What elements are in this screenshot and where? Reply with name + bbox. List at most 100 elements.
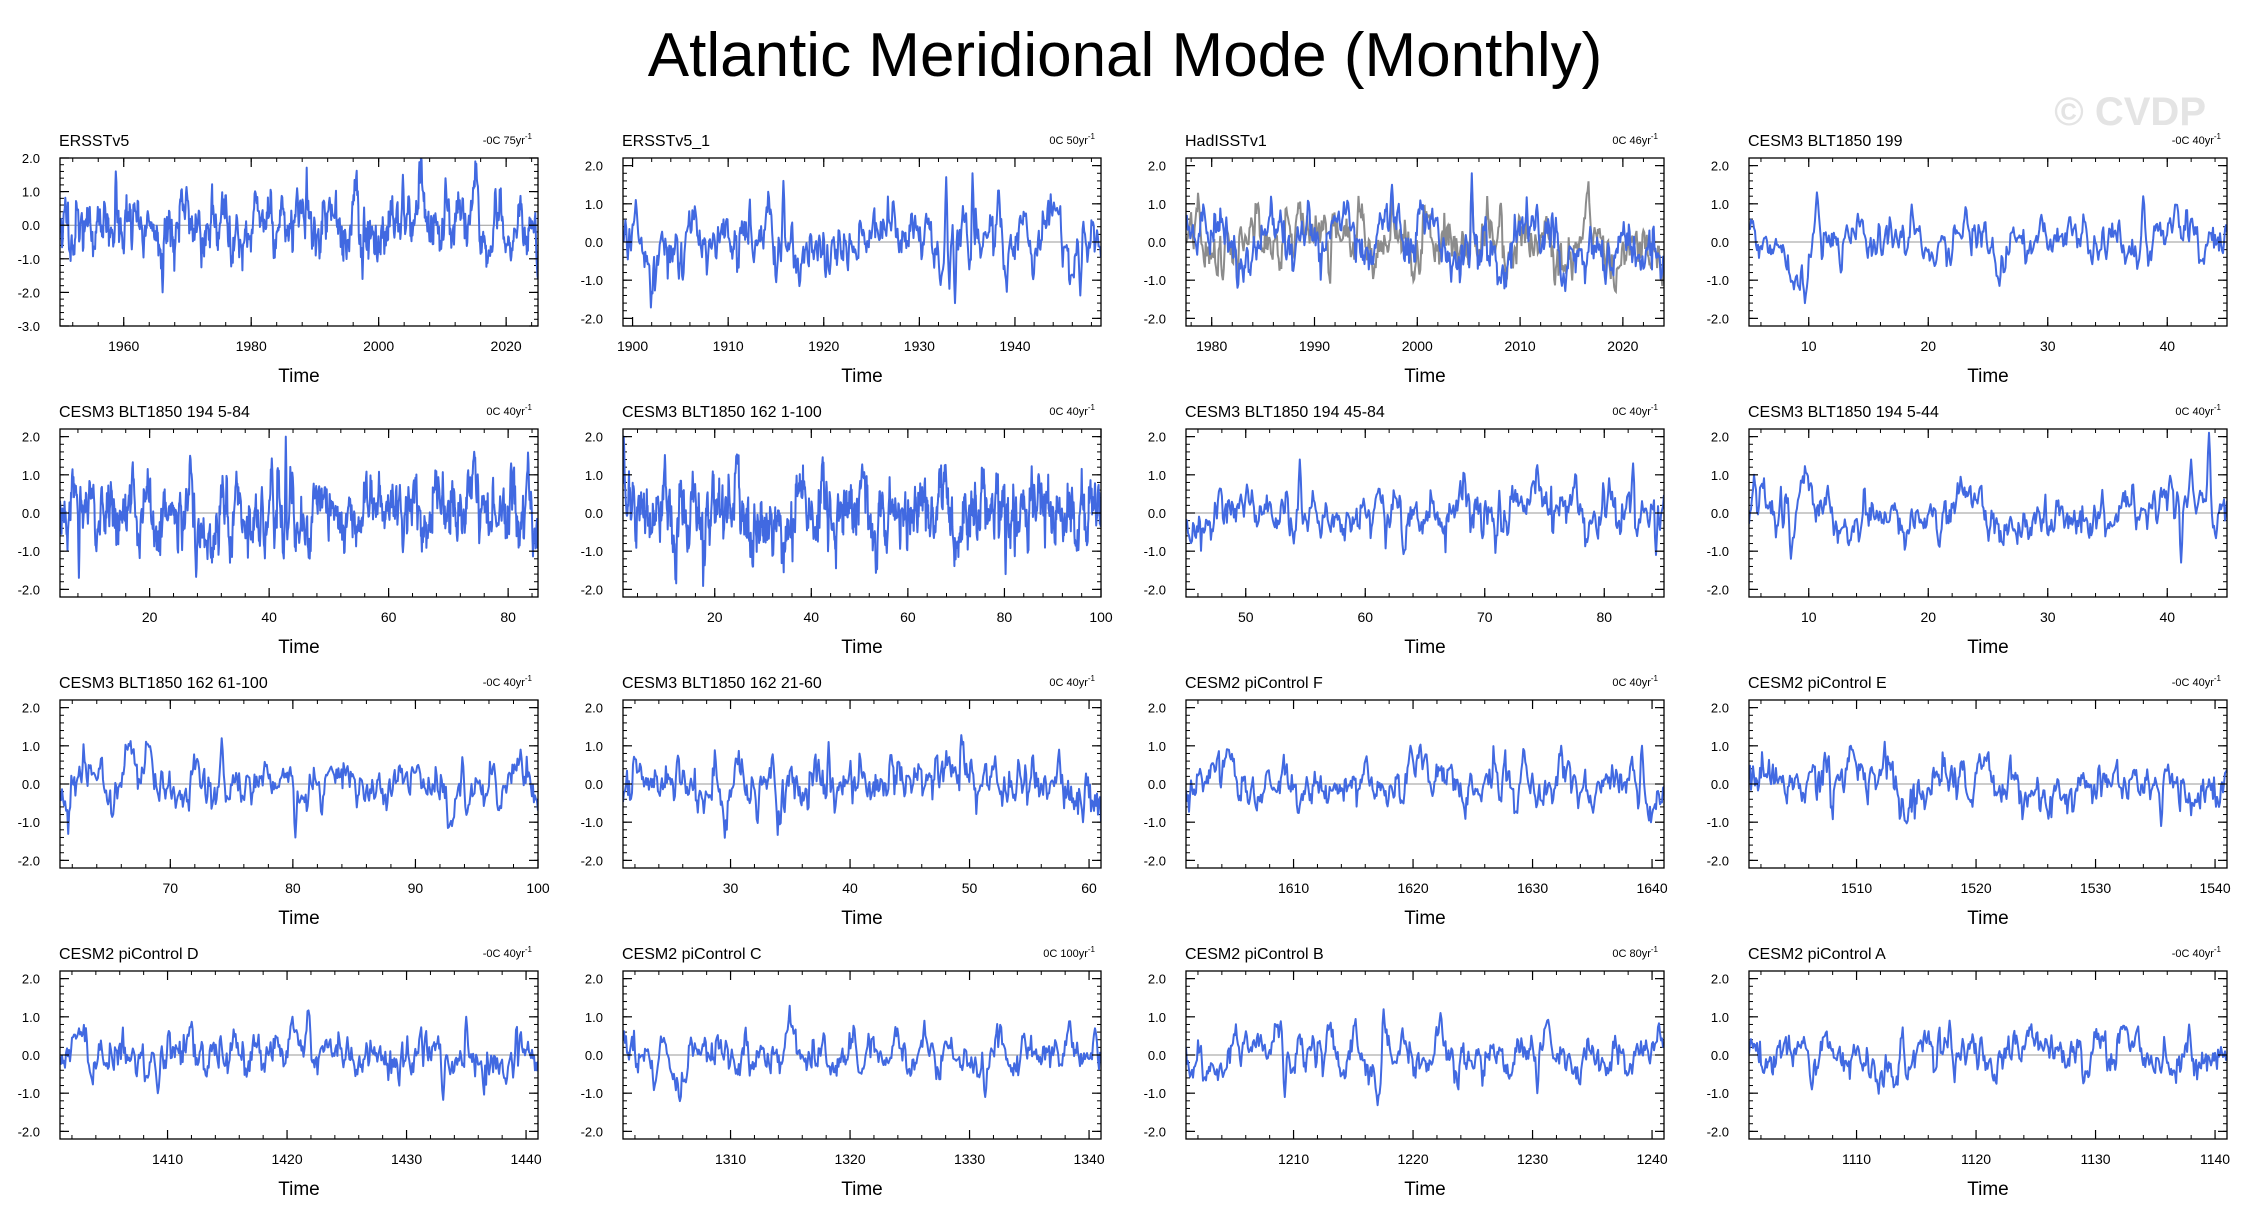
- y-tick-label: -1.0: [581, 544, 603, 559]
- x-tick-label: 1510: [1841, 880, 1872, 896]
- y-tick-label: 2.0: [1148, 972, 1166, 987]
- y-tick-label: 1.0: [1711, 739, 1729, 754]
- x-axis-label: Time: [278, 366, 320, 387]
- x-tick-label: 1620: [1397, 880, 1428, 896]
- y-tick-label: 1.0: [22, 739, 40, 754]
- y-tick-label: 0.0: [1148, 235, 1166, 250]
- y-tick-label: 1.0: [1711, 1010, 1729, 1025]
- trend-label: 0C 80yr-1: [1612, 945, 1658, 960]
- y-tick-label: -1.0: [1144, 1086, 1166, 1101]
- trend-label: 0C 100yr-1: [1043, 945, 1095, 960]
- y-tick-label: 1.0: [1711, 468, 1729, 483]
- x-axis-label: Time: [841, 637, 883, 658]
- y-tick-label: -1.0: [18, 815, 40, 830]
- series-line: [1749, 740, 2227, 827]
- y-tick-label: 0.0: [22, 1048, 40, 1063]
- trend-label: 0C 46yr-1: [1612, 132, 1658, 147]
- x-tick-label: 60: [900, 609, 916, 625]
- y-tick-label: -1.0: [1707, 1086, 1729, 1101]
- y-tick-label: 2.0: [1148, 701, 1166, 716]
- trend-label: -0C 75yr-1: [483, 132, 533, 147]
- y-tick-label: -2.0: [1707, 311, 1729, 326]
- panel-11: 1610 1620 1630 1640 -2.0 -1.0 0.0 1.0 2.0 CESM2 p…: [1144, 674, 1668, 929]
- x-tick-label: 50: [962, 880, 978, 896]
- y-tick-label: -2.0: [1707, 582, 1729, 597]
- series-line: [623, 1004, 1101, 1103]
- x-tick-label: 1410: [152, 1151, 183, 1167]
- x-tick-label: 2000: [363, 338, 394, 354]
- y-tick-label: 0.0: [1148, 1048, 1166, 1063]
- x-tick-label: 1340: [1073, 1151, 1104, 1167]
- x-tick-label: 40: [2159, 609, 2175, 625]
- panel-9: 70 80 90 100 -2.0 -1.0 0.0 1.0 2.0 CESM3 BLT1850 …: [18, 674, 550, 929]
- y-tick-label: -1.0: [581, 815, 603, 830]
- x-axis-label: Time: [1967, 908, 2009, 929]
- panel-title: CESM3 BLT1850 162 1-100: [622, 404, 822, 421]
- panel-title: ERSSTv5: [59, 133, 129, 150]
- x-tick-label: 1630: [1517, 880, 1548, 896]
- x-tick-label: 2000: [1402, 338, 1433, 354]
- x-tick-label: 1930: [904, 338, 935, 354]
- x-tick-label: 2010: [1505, 338, 1536, 354]
- panel-5: 20 40 60 80 -2.0 -1.0 0.0 1.0 2.0 CESM3 BLT1850 1…: [18, 403, 539, 658]
- y-tick-label: 0.0: [1148, 506, 1166, 521]
- x-tick-label: 60: [1357, 609, 1373, 625]
- y-tick-label: 2.0: [585, 159, 603, 174]
- y-tick-label: -3.0: [18, 319, 40, 334]
- y-tick-label: 0.0: [1711, 1048, 1729, 1063]
- y-tick-label: -1.0: [18, 1086, 40, 1101]
- trend-label: -0C 40yr-1: [483, 945, 533, 960]
- y-tick-label: 0.0: [22, 777, 40, 792]
- x-axis-label: Time: [1404, 366, 1446, 387]
- x-tick-label: 1920: [808, 338, 839, 354]
- y-tick-label: 2.0: [585, 972, 603, 987]
- x-tick-label: 50: [1238, 609, 1254, 625]
- y-tick-label: 2.0: [1711, 430, 1729, 445]
- y-tick-label: 2.0: [585, 701, 603, 716]
- series-line: [1749, 1019, 2227, 1095]
- y-tick-label: 0.0: [585, 235, 603, 250]
- panel-1: 1960 1980 2000 2020 -3.0 -2.0 -1.0 0.0 1.0 2.0 ERS…: [18, 132, 539, 387]
- x-axis-label: Time: [278, 908, 320, 929]
- y-tick-label: 0.0: [22, 218, 40, 233]
- panel-6: 20 40 60 80 100 -2.0 -1.0 0.0 1.0 2.0 CESM3 BLT185…: [581, 403, 1113, 658]
- x-tick-label: 1310: [715, 1151, 746, 1167]
- y-tick-label: 0.0: [585, 1048, 603, 1063]
- x-axis-label: Time: [278, 637, 320, 658]
- y-tick-label: -1.0: [1144, 273, 1166, 288]
- y-tick-label: 1.0: [1711, 197, 1729, 212]
- panel-3: 1980 1990 2000 2010 2020 -2.0 -1.0 0.0 1.0 2.0 Had…: [1144, 132, 1665, 387]
- y-tick-label: -2.0: [1144, 582, 1166, 597]
- panel-title: CESM2 piControl A: [1748, 946, 1886, 963]
- trend-label: 0C 50yr-1: [1049, 132, 1095, 147]
- x-tick-label: 40: [2159, 338, 2175, 354]
- trend-label: -0C 40yr-1: [483, 674, 533, 689]
- x-tick-label: 80: [997, 609, 1013, 625]
- y-tick-label: 2.0: [1711, 159, 1729, 174]
- x-tick-label: 1980: [236, 338, 267, 354]
- x-tick-label: 1900: [617, 338, 648, 354]
- x-tick-label: 1130: [2080, 1151, 2110, 1167]
- y-tick-label: 2.0: [22, 972, 40, 987]
- panel-8: 10 20 30 40 -2.0 -1.0 0.0 1.0 2.0 CESM3 BLT1850 1…: [1707, 403, 2228, 658]
- x-tick-label: 80: [1596, 609, 1612, 625]
- x-tick-label: 70: [1477, 609, 1493, 625]
- x-tick-label: 2020: [491, 338, 522, 354]
- y-tick-label: -1.0: [18, 544, 40, 559]
- x-tick-label: 1980: [1196, 338, 1227, 354]
- x-tick-label: 20: [1920, 338, 1936, 354]
- y-tick-label: 0.0: [1148, 777, 1166, 792]
- x-axis-label: Time: [841, 366, 883, 387]
- y-tick-label: -2.0: [581, 1124, 603, 1139]
- x-axis-label: Time: [1967, 366, 2009, 387]
- panel-title: CESM2 piControl D: [59, 946, 199, 963]
- series-line: [623, 734, 1101, 839]
- plot-frame: [59, 157, 539, 327]
- y-tick-label: -1.0: [1707, 815, 1729, 830]
- x-tick-label: 40: [804, 609, 820, 625]
- y-tick-label: 0.0: [22, 506, 40, 521]
- y-tick-label: 2.0: [1711, 972, 1729, 987]
- x-tick-label: 1540: [2199, 880, 2230, 896]
- panel-14: 1310 1320 1330 1340 -2.0 -1.0 0.0 1.0 2.0 CESM2 p…: [581, 945, 1105, 1200]
- y-tick-label: 1.0: [1148, 1010, 1166, 1025]
